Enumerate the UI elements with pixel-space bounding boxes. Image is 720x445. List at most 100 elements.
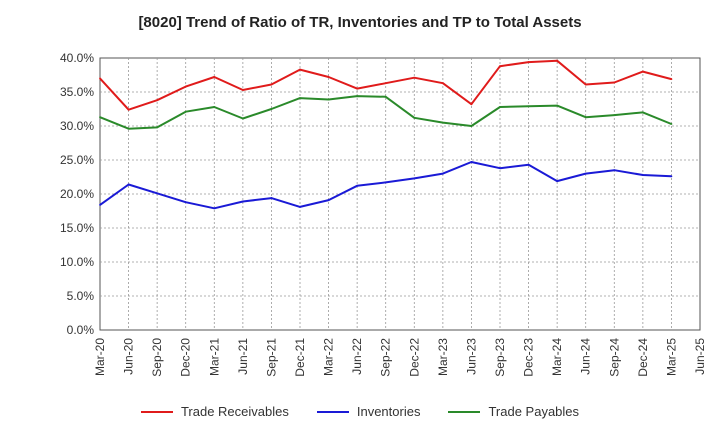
y-tick-label: 40.0% [60,51,94,65]
data-point-trade-receivables [241,89,244,91]
data-point-trade-receivables [470,103,473,106]
x-tick-label: Mar-24 [550,338,564,376]
legend-item-trade-receivables: Trade Receivables [140,404,289,419]
data-point-trade-receivables [127,108,130,111]
x-tick-label: Mar-22 [322,338,336,376]
x-tick-label: Dec-20 [179,338,193,377]
data-point-trade-receivables [641,70,644,73]
data-point-trade-receivables [584,83,587,86]
legend-item-inventories: Inventories [316,404,421,419]
data-point-trade-receivables [499,65,501,68]
data-point-trade-receivables [327,76,330,78]
data-point-inventories [184,201,187,204]
data-point-trade-payables [613,114,616,117]
x-tick-label: Sep-20 [150,338,164,377]
x-tick-label: Jun-23 [464,338,478,375]
data-point-trade-receivables [99,77,101,80]
data-point-trade-payables [556,104,559,107]
legend: Trade Receivables Inventories Trade Paya… [0,404,720,419]
x-tick-label: Dec-22 [407,338,421,377]
data-point-trade-payables [299,97,301,100]
y-tick-label: 10.0% [60,255,94,269]
data-point-inventories [641,174,644,176]
data-point-trade-payables [184,110,187,113]
legend-label-inventories: Inventories [356,404,421,419]
data-point-trade-payables [527,105,530,108]
legend-item-trade-payables: Trade Payables [448,404,579,419]
chart-title: [8020] Trend of Ratio of TR, Inventories… [138,14,582,31]
data-point-inventories [327,199,330,202]
data-point-inventories [613,169,616,172]
data-point-trade-receivables [384,82,387,85]
y-tick-label: 25.0% [60,153,94,167]
data-point-trade-payables [670,123,673,125]
x-tick-label: Dec-24 [636,338,650,377]
data-point-inventories [127,183,130,186]
data-point-trade-payables [327,98,330,101]
data-point-inventories [441,172,444,175]
x-tick-label: Sep-23 [493,338,507,377]
data-point-trade-receivables [613,81,616,84]
data-point-trade-payables [641,111,644,114]
data-point-trade-payables [99,116,101,119]
x-tick-label: Dec-23 [522,338,536,377]
x-tick-label: Jun-20 [122,338,136,375]
data-point-trade-payables [384,95,387,98]
data-point-trade-payables [241,117,244,120]
legend-swatch-inventories [316,410,349,413]
data-point-trade-receivables [299,68,301,71]
data-point-trade-payables [156,126,159,129]
data-point-trade-receivables [670,78,673,80]
x-tick-label: Sep-22 [379,338,393,377]
y-tick-label: 0.0% [67,323,95,337]
data-point-inventories [356,184,359,187]
data-point-inventories [384,181,387,184]
y-tick-label: 30.0% [60,119,94,133]
x-tick-label: Jun-24 [579,338,593,375]
legend-swatch-trade-payables [448,410,481,413]
x-tick-label: Jun-21 [236,338,250,375]
data-point-inventories [413,177,416,180]
data-point-trade-payables [470,125,473,127]
legend-label-trade-receivables: Trade Receivables [180,404,289,419]
y-tick-label: 15.0% [60,221,94,235]
data-point-trade-payables [441,121,444,124]
data-point-inventories [299,206,301,208]
x-tick-label: Jun-22 [350,338,364,375]
data-point-trade-payables [356,95,359,97]
x-tick-label: Dec-21 [293,338,307,377]
legend-swatch-trade-receivables [140,410,173,413]
data-point-inventories [527,163,530,166]
x-tick-label: Mar-21 [207,338,221,376]
data-point-inventories [99,203,101,206]
data-point-trade-payables [213,106,216,108]
x-tick-label: Sep-24 [607,338,621,377]
data-point-inventories [556,180,559,182]
data-point-trade-payables [270,108,273,110]
x-tick-label: Mar-20 [93,338,107,376]
y-tick-label: 5.0% [67,289,95,303]
x-tick-label: Mar-25 [664,338,678,376]
data-point-trade-payables [413,116,416,119]
x-tick-label: Mar-23 [436,338,450,376]
data-point-trade-receivables [527,61,530,63]
data-point-trade-receivables [356,87,359,90]
data-point-trade-payables [584,116,587,119]
data-point-trade-payables [499,106,501,108]
data-point-trade-payables [127,127,130,130]
data-point-inventories [241,200,244,203]
data-point-inventories [499,167,501,170]
data-point-inventories [470,161,473,163]
data-point-inventories [156,192,159,195]
data-point-trade-receivables [270,83,273,86]
data-point-trade-receivables [184,85,187,88]
x-tick-label: Sep-21 [264,338,278,377]
y-tick-label: 20.0% [60,187,94,201]
data-point-inventories [670,175,673,178]
data-point-trade-receivables [413,76,416,79]
data-point-trade-receivables [213,76,216,78]
data-point-inventories [584,172,587,175]
data-point-inventories [270,197,273,199]
